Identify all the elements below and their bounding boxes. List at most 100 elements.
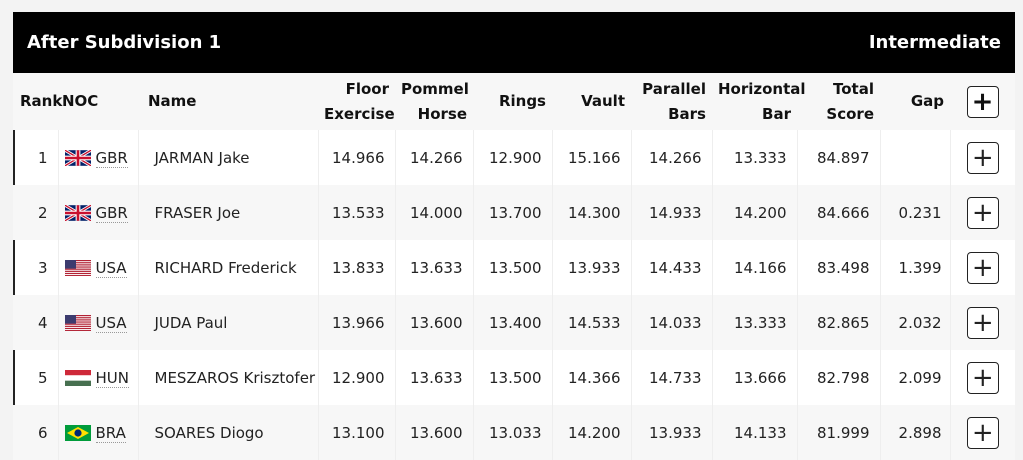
rank: 6 xyxy=(13,405,58,460)
expand-row-button[interactable]: + xyxy=(966,196,999,229)
table-row[interactable]: 5 HUN MESZAROS Krisztofer 12.900 13.633 13.50… xyxy=(13,350,1015,405)
rank: 3 xyxy=(13,240,58,295)
subdivision-title: After Subdivision 1 xyxy=(27,32,222,53)
noc-cell: USA xyxy=(57,240,138,295)
table-row[interactable]: 4 USA JUDA Paul 13.966 13.600 13.400 14.533 14.… xyxy=(13,295,1015,350)
score-total: 81.999 xyxy=(796,405,880,460)
expand-row-button[interactable]: + xyxy=(966,416,999,449)
noc-code[interactable]: HUN xyxy=(95,368,129,388)
score-floor: 13.100 xyxy=(317,405,395,460)
athlete-name[interactable]: JUDA Paul xyxy=(137,295,318,350)
expand-row-button[interactable]: + xyxy=(966,141,999,174)
score-pommel: 13.633 xyxy=(394,240,473,295)
noc-code[interactable]: USA xyxy=(95,258,127,278)
noc-code[interactable]: GBR xyxy=(95,148,128,168)
col-pommel: Pommel Horse xyxy=(395,73,473,130)
col-rings: Rings xyxy=(473,73,552,130)
gbr-flag-icon xyxy=(63,203,92,223)
score-floor: 13.966 xyxy=(317,295,395,350)
score-rings: 12.900 xyxy=(472,130,552,185)
score-floor: 12.900 xyxy=(317,350,395,405)
score-floor: 13.833 xyxy=(317,240,395,295)
score-pommel: 14.266 xyxy=(394,130,473,185)
score-gap: 2.099 xyxy=(879,350,950,405)
noc-cell: GBR xyxy=(57,185,138,240)
score-rings: 13.500 xyxy=(472,240,552,295)
score-rings: 13.500 xyxy=(472,350,552,405)
score-total: 84.666 xyxy=(796,185,880,240)
score-gap: 2.898 xyxy=(879,405,950,460)
score-pommel: 13.600 xyxy=(394,295,473,350)
score-gap: 0.231 xyxy=(879,185,950,240)
col-horizontal: Horizontal Bar xyxy=(712,73,806,130)
table-row[interactable]: 1 GBR JARMAN Jake 14.966 14.266 12.900 15.166 1… xyxy=(13,130,1015,185)
score-horizontal: 13.333 xyxy=(711,295,797,350)
bra-flag-icon xyxy=(64,425,91,441)
results-header: After Subdivision 1 Intermediate xyxy=(13,12,1015,73)
score-parallel: 14.733 xyxy=(630,350,712,405)
noc-code[interactable]: GBR xyxy=(95,203,128,223)
noc-code[interactable]: USA xyxy=(95,313,127,333)
athlete-name[interactable]: JARMAN Jake xyxy=(137,130,318,185)
score-total: 84.897 xyxy=(796,130,880,185)
score-parallel: 14.933 xyxy=(630,185,712,240)
score-pommel: 14.000 xyxy=(394,185,473,240)
score-vault: 15.166 xyxy=(551,130,631,185)
score-floor: 14.966 xyxy=(317,130,395,185)
athlete-name[interactable]: MESZAROS Krisztofer xyxy=(137,350,318,405)
score-horizontal: 13.666 xyxy=(711,350,797,405)
rank: 4 xyxy=(13,295,58,350)
score-rings: 13.033 xyxy=(472,405,552,460)
col-gap: Gap xyxy=(880,73,950,130)
score-parallel: 14.033 xyxy=(630,295,712,350)
table-row[interactable]: 2 GBR FRASER Joe 13.533 14.000 13.700 14.300 14… xyxy=(13,185,1015,240)
score-rings: 13.400 xyxy=(472,295,552,350)
score-total: 82.865 xyxy=(796,295,880,350)
athlete-name[interactable]: RICHARD Frederick xyxy=(137,240,318,295)
athlete-name[interactable]: SOARES Diogo xyxy=(137,405,318,460)
score-horizontal: 14.200 xyxy=(711,185,797,240)
rank: 5 xyxy=(13,350,58,405)
score-parallel: 14.266 xyxy=(630,130,712,185)
score-vault: 14.366 xyxy=(551,350,631,405)
rank: 1 xyxy=(13,130,58,185)
hun-flag-icon xyxy=(64,370,91,386)
score-vault: 14.533 xyxy=(551,295,631,350)
col-name: Name xyxy=(138,73,318,130)
athlete-name[interactable]: FRASER Joe xyxy=(137,185,318,240)
noc-cell: USA xyxy=(57,295,138,350)
noc-cell: BRA xyxy=(57,405,138,460)
expand-row-button[interactable]: + xyxy=(966,361,999,394)
col-noc: NOC xyxy=(58,73,138,130)
score-pommel: 13.633 xyxy=(394,350,473,405)
table-header-row: Rank NOC Name Floor Exercise Pommel Hors… xyxy=(13,73,1015,130)
expand-row-button[interactable]: + xyxy=(966,251,999,284)
phase-label: Intermediate xyxy=(868,32,1001,53)
usa-flag-icon xyxy=(64,315,91,332)
score-gap: 1.399 xyxy=(879,240,950,295)
expand-row-button[interactable]: + xyxy=(966,306,999,339)
results-table: Rank NOC Name Floor Exercise Pommel Hors… xyxy=(13,73,1015,460)
col-parallel: Parallel Bars xyxy=(631,73,712,130)
col-floor: Floor Exercise xyxy=(318,73,395,130)
noc-code[interactable]: BRA xyxy=(95,423,126,443)
score-vault: 13.933 xyxy=(551,240,631,295)
col-vault: Vault xyxy=(552,73,631,130)
results-panel: After Subdivision 1 Intermediate Rank NO… xyxy=(13,12,1015,460)
score-total: 83.498 xyxy=(796,240,880,295)
score-pommel: 13.600 xyxy=(394,405,473,460)
score-parallel: 14.433 xyxy=(630,240,712,295)
score-gap xyxy=(879,130,950,185)
score-vault: 14.200 xyxy=(551,405,631,460)
noc-cell: GBR xyxy=(57,130,138,185)
score-vault: 14.300 xyxy=(551,185,631,240)
col-total: Total Score xyxy=(797,73,880,130)
expand-all-button[interactable]: + xyxy=(966,85,999,118)
usa-flag-icon xyxy=(64,260,91,277)
noc-cell: HUN xyxy=(57,350,138,405)
rank: 2 xyxy=(13,185,58,240)
score-parallel: 13.933 xyxy=(630,405,712,460)
table-row[interactable]: 6 BRA SOARES Diogo 13.100 13.600 13.033 14.200… xyxy=(13,405,1015,460)
gbr-flag-icon xyxy=(63,148,92,168)
table-row[interactable]: 3 USA RICHARD Frederick 13.833 13.633 13.500 1… xyxy=(13,240,1015,295)
